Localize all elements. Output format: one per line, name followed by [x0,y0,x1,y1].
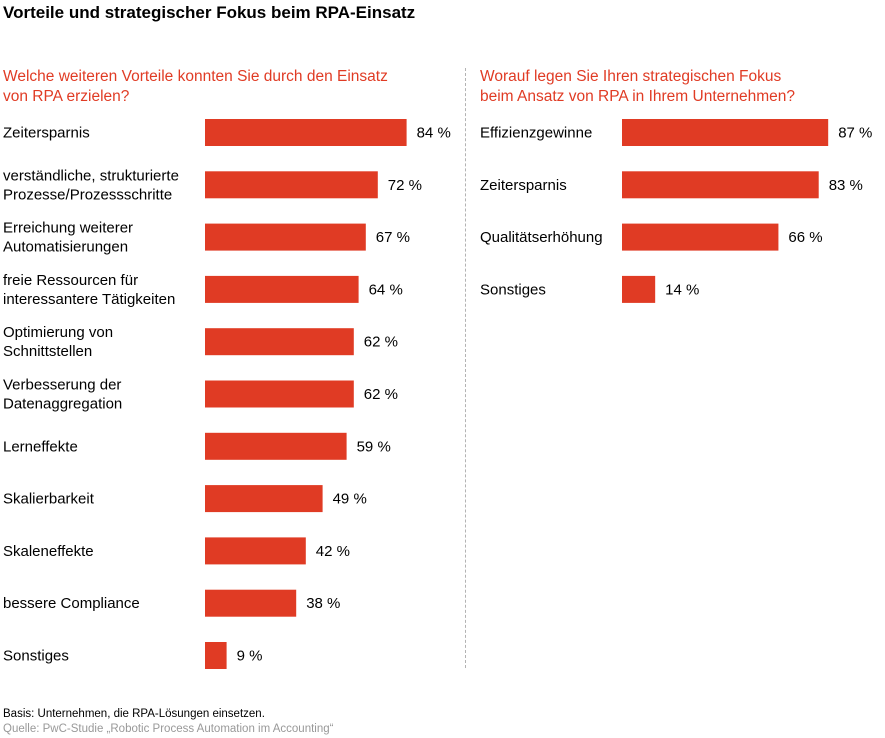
category-label-left-2-line-2: Automatisierungen [3,239,128,256]
bar-left-7 [205,485,323,513]
value-label-left-6: 59 % [357,438,391,455]
question-left-line-1: Welche weiteren Vorteile konnten Sie dur… [3,68,388,85]
value-label-left-2: 67 % [376,229,410,246]
value-label-left-1: 72 % [388,177,422,194]
page-title: Vorteile und strategischer Fokus beim RP… [3,3,416,22]
bar-left-5 [205,380,354,408]
bar-left-0 [205,119,407,146]
question-left-line-2: von RPA erzielen? [3,88,130,105]
value-label-left-8: 42 % [316,543,350,560]
footer-source: Quelle: PwC-Studie „Robotic Process Auto… [3,723,334,735]
category-label-left-2-line-1: Erreichung weiterer [3,220,133,237]
value-label-right-2: 66 % [788,229,822,246]
category-label-left-4-line-2: Schnittstellen [3,343,92,360]
value-label-right-0: 87 % [838,125,872,142]
value-label-right-1: 83 % [829,177,863,194]
question-right: Worauf legen Sie Ihren strategischen Fok… [480,67,880,107]
category-label-left-5-line-2: Datenaggregation [3,396,122,413]
bar-left-9 [205,589,297,617]
bar-right-3 [622,275,656,303]
bar-left-1 [205,171,378,199]
bar-left-6 [205,432,347,460]
category-label-left-9: bessere Compliance [3,595,140,612]
value-label-left-10: 9 % [237,648,263,665]
category-label-right-3: Sonstiges [480,281,546,298]
value-label-left-4: 62 % [364,334,398,351]
bar-right-0 [622,119,829,146]
value-label-left-7: 49 % [333,491,367,508]
value-label-left-0: 84 % [417,125,451,142]
question-right-line-2: beim Ansatz von RPA in Ihrem Unternehmen… [480,88,796,105]
category-label-left-1-line-1: verständliche, strukturierte [3,167,179,184]
column-divider [465,68,466,668]
category-label-right-0: Effizienzgewinne [480,125,592,142]
footer-basis: Basis: Unternehmen, die RPA-Lösungen ein… [3,708,265,720]
bar-right-2 [622,223,779,251]
category-label-left-1-line-2: Prozesse/Prozessschritte [3,186,172,203]
bar-left-4 [205,328,354,356]
category-label-left-3-line-1: freie Ressourcen für [3,272,138,289]
category-label-left-0: Zeitersparnis [3,125,90,142]
category-label-left-3-line-2: interessantere Tätigkeiten [3,291,175,308]
category-label-left-5-line-1: Verbesserung der [3,377,121,394]
chart-right: 87 % Effizienzgewinne 83 % Zeitersparnis 66 … [480,119,872,303]
bar-left-10 [205,642,227,669]
category-label-left-6: Lerneffekte [3,438,78,455]
value-label-left-3: 64 % [369,281,403,298]
category-label-right-2: Qualitätserhöhung [480,229,603,246]
value-label-left-5: 62 % [364,386,398,403]
bar-left-3 [205,275,359,303]
question-right-line-1: Worauf legen Sie Ihren strategischen Fok… [480,68,782,85]
value-label-right-3: 14 % [665,281,699,298]
bar-right-1 [622,171,819,199]
category-label-left-8: Skaleneffekte [3,543,94,560]
bar-left-2 [205,223,366,251]
category-label-left-7: Skalierbarkeit [3,491,95,508]
category-label-right-1: Zeitersparnis [480,177,567,194]
value-label-left-9: 38 % [306,595,340,612]
bar-left-8 [205,537,306,565]
category-label-left-4-line-1: Optimierung von [3,324,113,341]
category-label-left-10: Sonstiges [3,648,69,665]
chart-left: 84 % Zeitersparnis 72 % verständliche, stru… [3,119,451,669]
question-left: Welche weiteren Vorteile konnten Sie dur… [3,67,443,107]
